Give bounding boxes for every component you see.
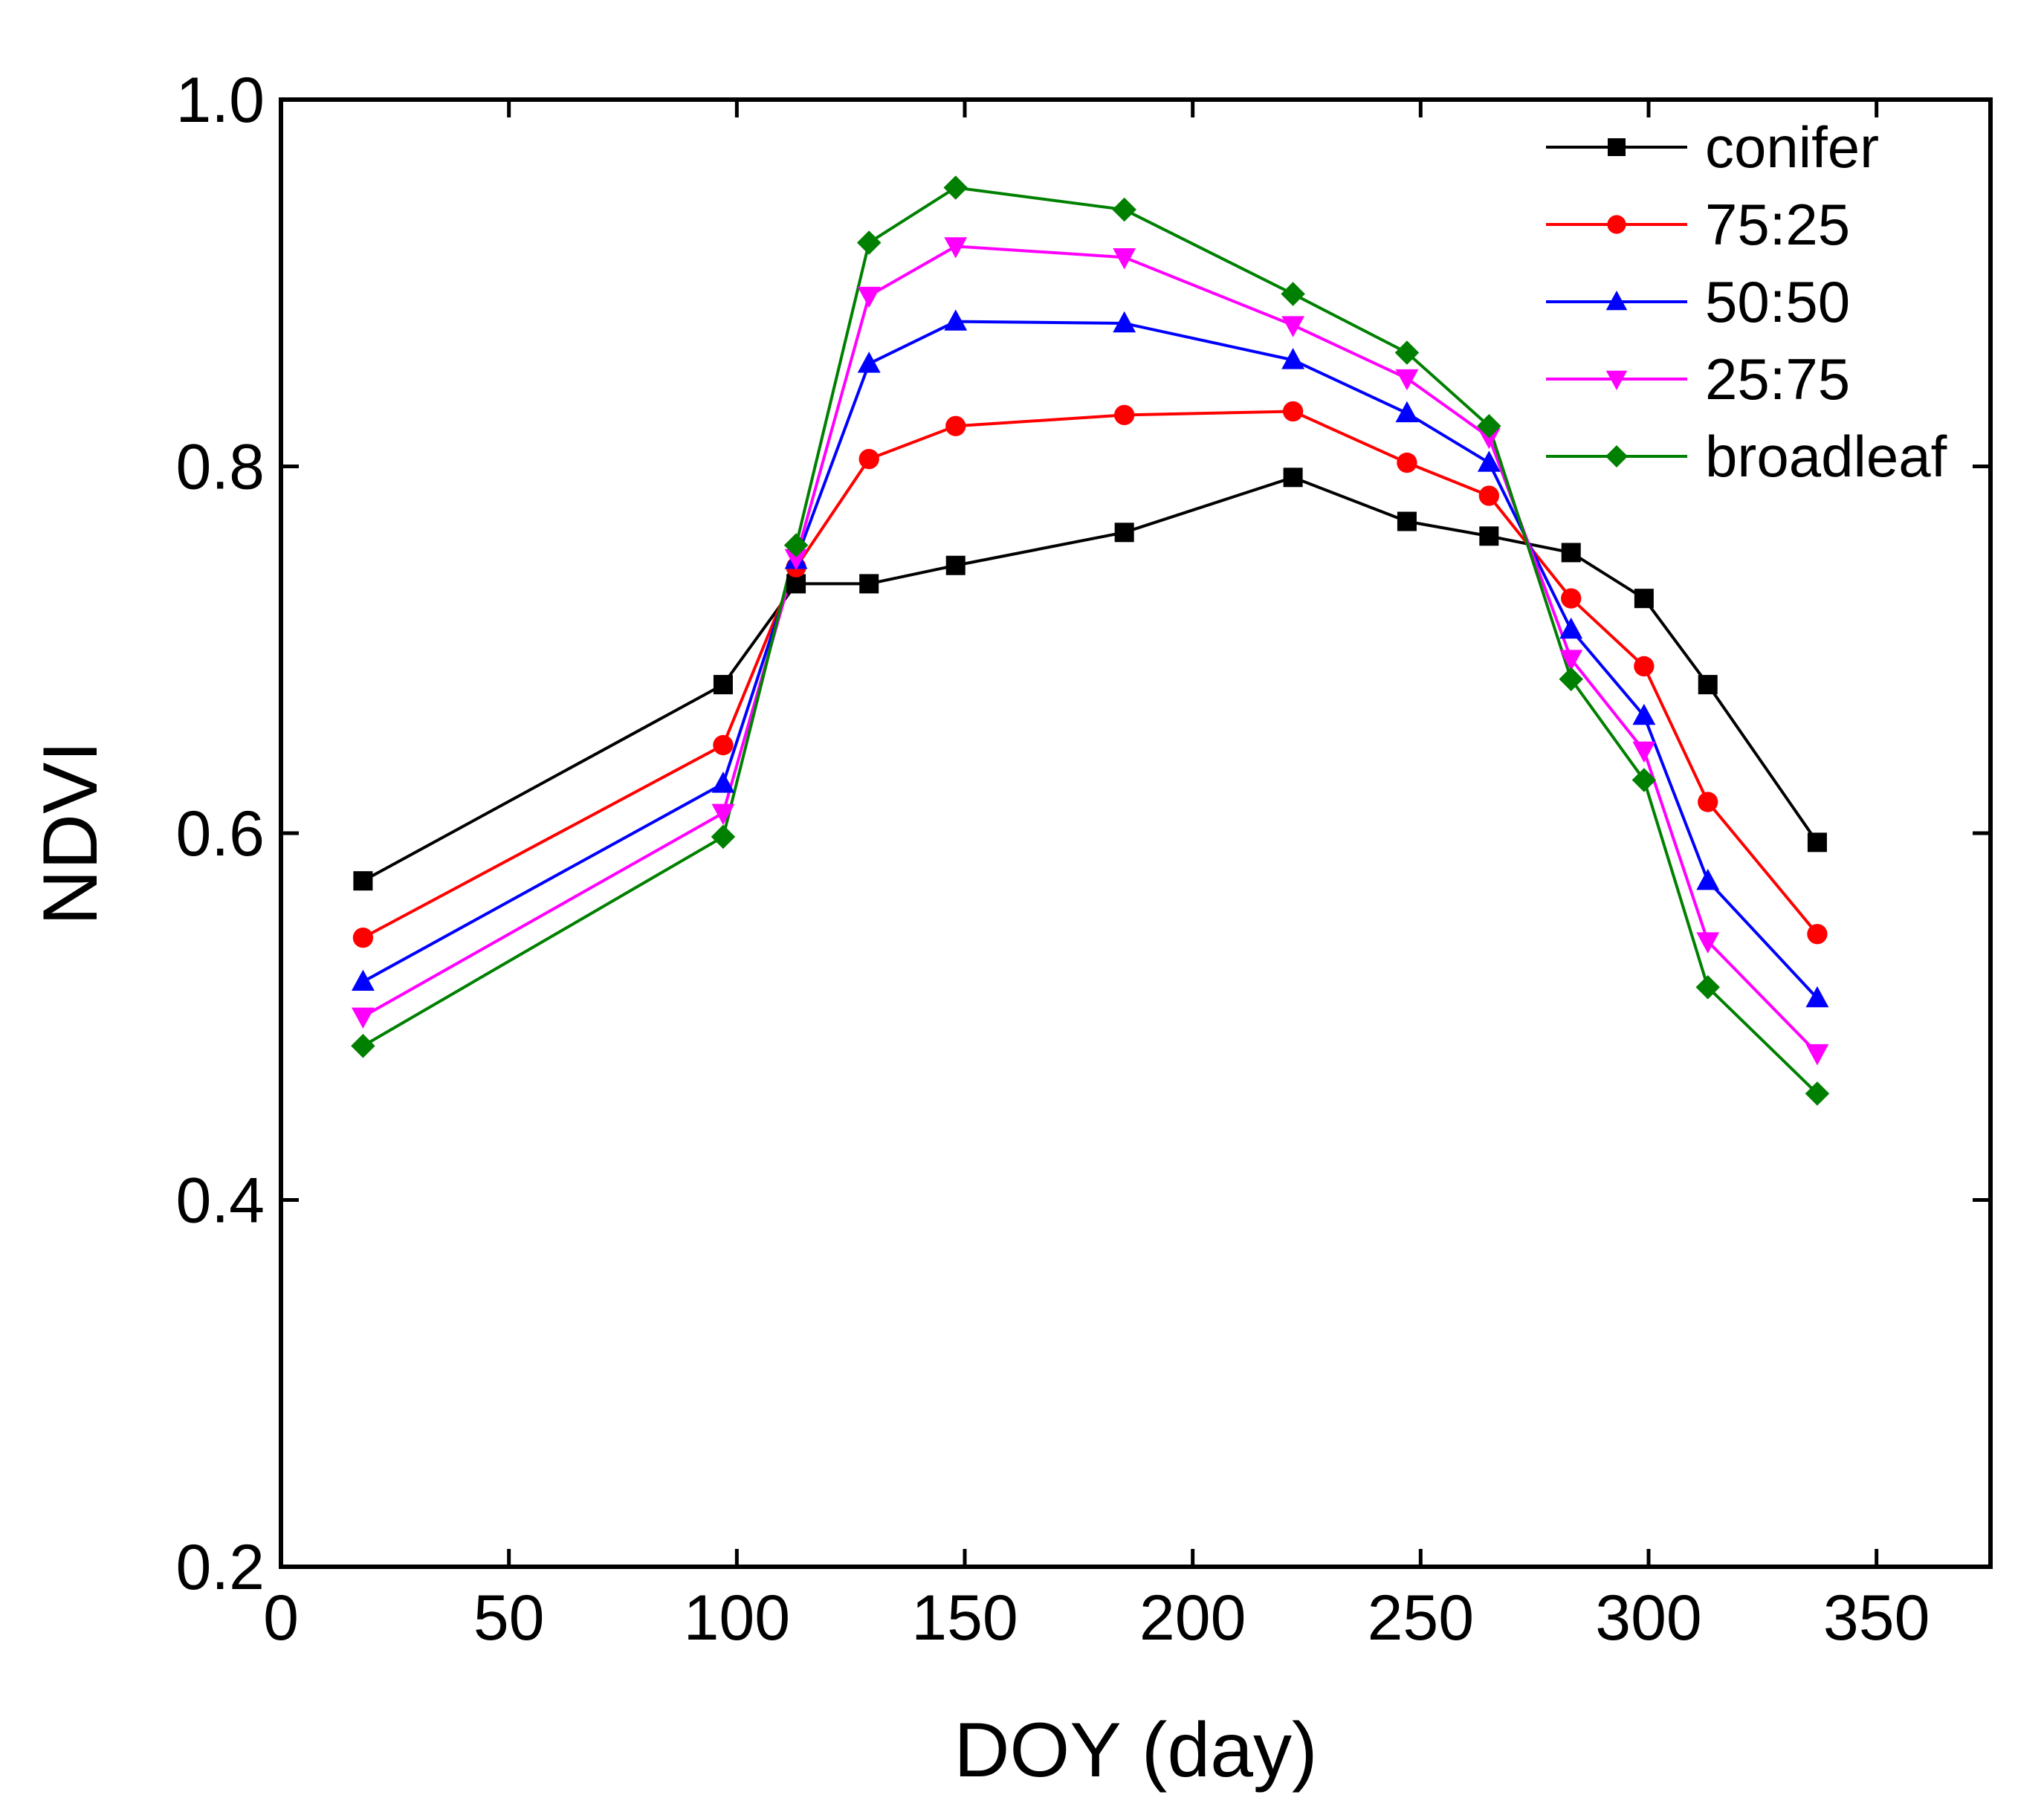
- point-broadleaf-11: [1695, 975, 1720, 1000]
- point-25-75-12: [1805, 1044, 1829, 1066]
- point-75-25-10: [1634, 656, 1655, 677]
- x-tick-label-50: 50: [473, 1582, 545, 1654]
- point-25-75-0: [351, 1007, 375, 1029]
- point-50-50-6: [1281, 348, 1305, 369]
- point-25-75-1: [711, 803, 735, 826]
- legend-marker-50-50: [1605, 291, 1628, 311]
- x-tick-label-0: 0: [263, 1582, 299, 1654]
- point-conifer-5: [1114, 522, 1134, 543]
- legend-marker-75-25: [1607, 215, 1626, 234]
- point-75-25-7: [1397, 452, 1417, 473]
- series-line-50-50: [361, 320, 1819, 1000]
- legend: conifer 75:25 50:50 25:75 broadleaf: [1546, 114, 1947, 489]
- point-75-25-11: [1698, 792, 1718, 812]
- point-50-50-7: [1395, 401, 1419, 423]
- y-tick-label-0-8: 0.8: [175, 432, 265, 503]
- point-conifer-3: [859, 574, 879, 594]
- point-25-75-11: [1696, 932, 1720, 954]
- point-25-75-3: [857, 286, 881, 308]
- legend-marker-25-75: [1605, 370, 1628, 390]
- point-75-25-1: [713, 734, 734, 756]
- point-25-75-9: [1559, 650, 1583, 671]
- x-tick-label-300: 300: [1595, 1582, 1702, 1654]
- point-broadleaf-3: [856, 230, 882, 255]
- point-50-50-11: [1696, 868, 1720, 890]
- point-conifer-0: [353, 871, 373, 891]
- point-conifer-11: [1698, 675, 1718, 695]
- point-25-75-6: [1281, 316, 1305, 337]
- legend-label-conifer: conifer: [1705, 114, 1879, 180]
- point-broadleaf-5: [1112, 197, 1136, 222]
- point-conifer-10: [1634, 589, 1654, 609]
- point-50-50-0: [351, 969, 375, 991]
- series-markers: [351, 175, 1830, 1106]
- y-axis-title: NDVI: [28, 741, 114, 925]
- x-axis-ticks: [279, 100, 1879, 1567]
- point-25-75-2: [784, 549, 808, 571]
- y-tick-label-1: 1.0: [175, 65, 265, 136]
- y-tick-label-0-4: 0.4: [175, 1165, 265, 1237]
- point-broadleaf-2: [783, 533, 809, 557]
- point-75-25-12: [1807, 924, 1828, 945]
- point-conifer-7: [1397, 511, 1417, 531]
- point-50-50-10: [1632, 703, 1656, 725]
- point-75-25-4: [945, 415, 966, 436]
- point-broadleaf-1: [711, 824, 736, 850]
- point-broadleaf-6: [1281, 282, 1305, 306]
- x-tick-label-150: 150: [911, 1582, 1018, 1654]
- legend-label-50-50: 50:50: [1705, 269, 1850, 334]
- point-75-25-9: [1561, 588, 1582, 609]
- point-broadleaf-8: [1477, 413, 1501, 439]
- point-conifer-6: [1283, 468, 1303, 488]
- series-line-25-75: [361, 245, 1819, 1055]
- point-broadleaf-4: [943, 175, 968, 200]
- x-axis-title: DOY (day): [954, 1707, 1317, 1793]
- point-75-25-0: [352, 927, 374, 948]
- point-25-75-4: [944, 237, 968, 259]
- point-broadleaf-7: [1394, 340, 1420, 365]
- legend-marker-conifer: [1608, 138, 1626, 156]
- x-tick-label-350: 350: [1823, 1582, 1930, 1654]
- point-50-50-5: [1113, 311, 1136, 333]
- point-75-25-5: [1114, 404, 1135, 426]
- series-lines: [361, 186, 1819, 1096]
- point-broadleaf-10: [1631, 768, 1657, 792]
- point-conifer-1: [713, 675, 733, 695]
- legend-label-25-75: 25:75: [1705, 346, 1850, 412]
- point-25-75-8: [1477, 427, 1501, 450]
- point-50-50-1: [711, 771, 735, 793]
- y-axis-tick-labels: 0.2 0.4 0.6 0.8 1.0: [175, 65, 265, 1603]
- y-axis-ticks: [281, 97, 1990, 1569]
- point-75-25-8: [1478, 485, 1499, 506]
- x-tick-label-100: 100: [684, 1582, 791, 1654]
- y-tick-label-0-6: 0.6: [175, 798, 265, 870]
- legend-label-75-25: 75:25: [1705, 192, 1850, 257]
- x-axis-tick-labels: 0 50 100 150 200 250 300 350: [263, 1582, 1930, 1654]
- point-50-50-12: [1805, 986, 1829, 1008]
- point-conifer-9: [1561, 543, 1581, 563]
- y-tick-label-0-2: 0.2: [175, 1532, 265, 1603]
- x-tick-label-200: 200: [1139, 1582, 1246, 1654]
- x-tick-label-250: 250: [1368, 1582, 1475, 1654]
- point-50-50-4: [944, 309, 968, 331]
- point-broadleaf-12: [1805, 1081, 1830, 1106]
- point-50-50-8: [1477, 450, 1501, 472]
- point-conifer-12: [1807, 832, 1827, 852]
- point-conifer-4: [945, 555, 966, 575]
- point-broadleaf-0: [351, 1033, 375, 1058]
- legend-marker-broadleaf: [1605, 445, 1628, 468]
- point-50-50-3: [857, 352, 881, 373]
- series-line-75-25: [361, 410, 1819, 939]
- point-50-50-9: [1559, 617, 1583, 639]
- point-75-25-6: [1282, 401, 1304, 422]
- point-75-25-3: [858, 448, 879, 470]
- point-25-75-5: [1113, 248, 1136, 270]
- point-broadleaf-9: [1559, 667, 1583, 691]
- legend-label-broadleaf: broadleaf: [1705, 424, 1947, 489]
- point-25-75-7: [1395, 369, 1419, 391]
- point-conifer-8: [1479, 526, 1499, 546]
- point-25-75-10: [1632, 741, 1656, 763]
